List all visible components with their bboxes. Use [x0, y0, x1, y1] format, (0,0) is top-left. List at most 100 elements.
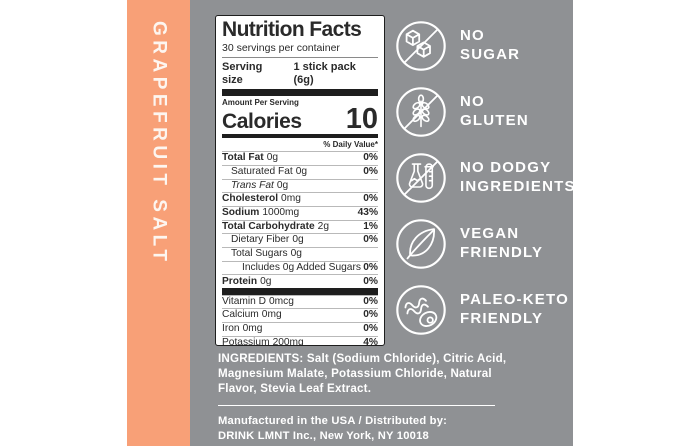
nutrient-name-cell: Includes 0g Added Sugars [242, 261, 363, 273]
claim-no-sugar: NO SUGAR [394, 19, 576, 73]
nutrient-amount: 0g [292, 234, 304, 246]
calories-value: 10 [345, 103, 378, 136]
nutrient-daily-value: 0% [363, 152, 378, 164]
vegan-friendly-icon [396, 219, 446, 269]
nutrient-name-cell: Total Sugars 0g [231, 248, 302, 260]
nutrient-daily-value: 0% [363, 166, 378, 178]
micronutrient-name-cell: Vitamin D 0mcg [222, 295, 294, 307]
flavor-name-vertical: GRAPEFRUIT SALT [148, 21, 170, 266]
nutrient-amount: 0g [260, 275, 272, 287]
claim-text: NO SUGAR [460, 27, 521, 63]
nutrient-amount: 0mg [281, 193, 301, 205]
claim-no-gluten: NO GLUTEN [394, 85, 576, 139]
nutrient-amount: 0g [290, 248, 302, 260]
nutrient-row: Saturated Fat 0g 0% [222, 164, 378, 179]
serving-size-label: Serving size [222, 61, 263, 87]
micronutrient-row: Iron 0mg 0% [222, 321, 378, 336]
nutrient-name: Saturated Fat [231, 166, 293, 178]
micronutrient-name: Calcium [222, 309, 259, 321]
nutrient-name-cell: Total Carbohydrate 2g [222, 220, 329, 232]
nutrient-name: Includes 0g Added Sugars [242, 261, 361, 273]
nutrient-amount: 0g [266, 152, 279, 164]
claim-text: NO GLUTEN [460, 93, 529, 129]
nutrient-row: Dietary Fiber 0g 0% [222, 233, 378, 247]
micronutrient-daily-value: 0% [363, 323, 378, 335]
nutrient-name: Sodium [222, 207, 260, 219]
claim-text: VEGAN FRIENDLY [460, 225, 544, 261]
nutrient-name-cell: Trans Fat 0g [231, 179, 289, 191]
nutrient-name: Dietary Fiber [231, 234, 290, 246]
nutrient-amount: 0g [276, 179, 289, 191]
nutrient-row: Total Fat 0g 0% [222, 151, 378, 165]
micronutrient-name: Potassium [222, 336, 270, 346]
micronutrient-row: Vitamin D 0mcg 0% [222, 294, 378, 309]
nutrient-amount: 2g [317, 220, 329, 232]
micronutrient-name: Vitamin D [222, 295, 266, 307]
nutrient-daily-value: 0% [363, 234, 378, 246]
ingredients-text: INGREDIENTS: Salt (Sodium Chloride), Cit… [218, 352, 507, 396]
serving-size-value: 1 stick pack (6g) [293, 61, 356, 87]
nutrient-name: Total Carbohydrate [222, 220, 315, 232]
micronutrient-name: Iron [222, 323, 240, 335]
nutrient-row: Total Carbohydrate 2g 1% [222, 219, 378, 234]
nutrient-amount: 0g [295, 166, 308, 178]
bottom-info: INGREDIENTS: Salt (Sodium Chloride), Cit… [218, 351, 518, 444]
nutrient-name: Protein [222, 275, 258, 287]
claim-text: NO DODGY INGREDIENTS [460, 159, 576, 195]
nutrient-daily-value: 0% [363, 193, 378, 205]
divider-bar-thick [222, 89, 378, 96]
nutrient-row: Trans Fat 0g [222, 178, 378, 193]
nutrient-daily-value: 43% [357, 207, 378, 219]
manufactured-line: Manufactured in the USA / Distributed by… [218, 415, 448, 428]
divider-thin [222, 56, 378, 58]
no-dodgy-ingredients-icon [396, 153, 446, 203]
nutrient-name: Cholesterol [222, 193, 279, 205]
paleo-keto-friendly-icon [396, 285, 446, 335]
claim-no-dodgy-ingredients: NO DODGY INGREDIENTS [394, 151, 576, 205]
calories-row: Calories 10 [222, 103, 378, 136]
claim-paleo-keto-friendly: PALEO-KETO FRIENDLY [394, 283, 576, 337]
nutrient-amount: 1000mg [262, 207, 300, 219]
micronutrient-row: Calcium 0mg 0% [222, 308, 378, 322]
amount-per-serving-label: Amount Per Serving [222, 98, 299, 108]
nutrient-daily-value: 1% [363, 220, 378, 232]
servings-per-container: 30 servings per container [222, 41, 340, 54]
no-gluten-icon [396, 87, 446, 137]
micronutrient-amount: 0mcg [268, 295, 294, 307]
micronutrient-name-cell: Potassium 200mg [222, 336, 304, 346]
nutrient-row: Cholesterol 0mg 0% [222, 192, 378, 206]
nutrition-facts-title: Nutrition Facts [222, 18, 362, 41]
nutrient-row: Includes 0g Added Sugars 0% [222, 260, 378, 275]
micronutrient-daily-value: 0% [363, 309, 378, 321]
nutrient-daily-value: 0% [363, 261, 378, 273]
distributor-line: DRINK LMNT Inc., New York, NY 10018 [218, 429, 429, 442]
serving-size-row: Serving size 1 stick pack (6g) [222, 60, 378, 89]
nutrient-daily-value: 0% [363, 275, 378, 287]
nutrient-row: Sodium 1000mg 43% [222, 205, 378, 220]
nutrient-name-cell: Cholesterol 0mg [222, 194, 301, 204]
flavor-band: GRAPEFRUIT SALT [127, 0, 190, 446]
micronutrient-amount: 0mg [242, 323, 263, 335]
micronutrient-daily-value: 0% [363, 295, 378, 307]
nutrient-row: Protein 0g 0% [222, 274, 378, 288]
micronutrient-amount: 0mg [261, 309, 282, 321]
micronutrient-name-cell: Iron 0mg [222, 323, 263, 335]
nutrient-name-cell: Saturated Fat 0g [231, 166, 308, 178]
nutrition-facts-panel: Nutrition Facts 30 servings per containe… [215, 15, 385, 346]
micronutrient-name-cell: Calcium 0mg [222, 310, 282, 320]
nutrient-name-cell: Dietary Fiber 0g [231, 235, 304, 245]
divider-bar-medium [222, 134, 378, 138]
nutrient-name-cell: Protein 0g [222, 275, 272, 287]
micronutrient-daily-value: 4% [363, 336, 378, 346]
no-sugar-icon [396, 21, 446, 71]
claim-vegan-friendly: VEGAN FRIENDLY [394, 217, 576, 271]
nutrient-name-cell: Sodium 1000mg [222, 207, 300, 219]
nutrient-name: Trans Fat [231, 179, 274, 191]
divider-bar-thick-2 [222, 288, 378, 295]
micronutrient-row: Potassium 200mg 4% [222, 335, 378, 346]
micronutrient-amount: 200mg [272, 336, 304, 346]
daily-value-header: % Daily Value* [323, 140, 378, 150]
micronutrient-rows: Vitamin D 0mcg 0% Calcium 0mg 0% Iron 0mg 0… [222, 294, 378, 346]
nutrient-name: Total Fat [222, 152, 264, 164]
